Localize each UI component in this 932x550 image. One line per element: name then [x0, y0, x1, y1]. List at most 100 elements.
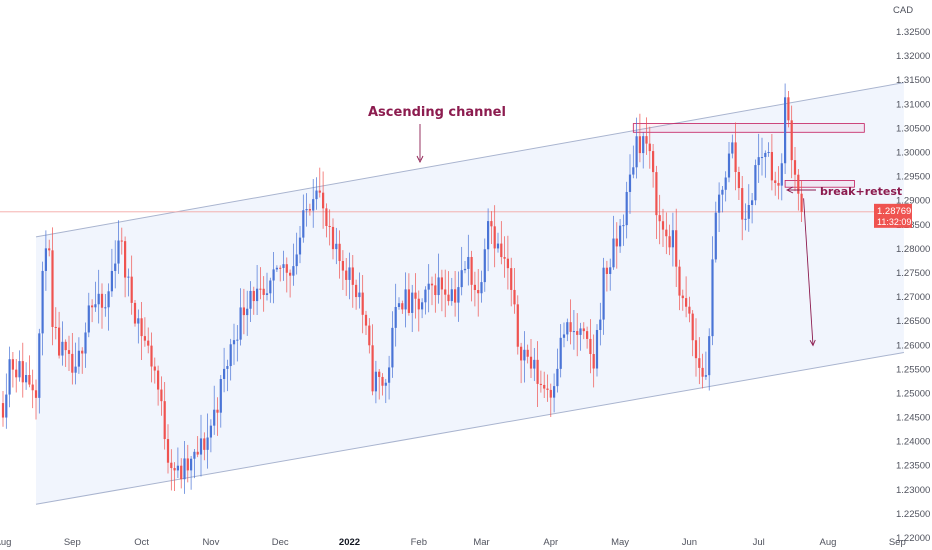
channel-upper-line[interactable] [35, 82, 904, 238]
y-tick-label: 1.24500 [896, 413, 930, 424]
candle-body [777, 182, 780, 186]
candle-body [655, 172, 658, 216]
candle-body [652, 151, 655, 173]
candle-body [341, 261, 344, 271]
candle-body [77, 350, 80, 367]
candle-body [734, 142, 737, 173]
candle-body [51, 250, 54, 327]
candle-body [437, 277, 440, 296]
candle-body [513, 289, 516, 305]
y-tick-label: 1.25500 [896, 364, 930, 375]
candle-body [282, 264, 285, 268]
candle-body [483, 249, 486, 283]
candle-body [516, 304, 519, 347]
candle-body [628, 174, 632, 192]
candle-body [5, 394, 8, 418]
candle-body [503, 257, 506, 259]
candle-body [28, 375, 31, 385]
candle-body [704, 375, 707, 377]
retest-zone[interactable] [784, 180, 855, 188]
candle-body [137, 318, 140, 324]
candle-body [196, 451, 199, 455]
candle-body [209, 425, 212, 438]
candle-body [688, 306, 691, 314]
candle-body [1, 403, 5, 418]
candle-body [163, 401, 166, 440]
candle-body [592, 354, 595, 369]
y-tick-label: 1.32000 [896, 51, 930, 62]
candle-body [239, 307, 242, 340]
candle-body [665, 229, 668, 237]
candle-body [252, 290, 255, 302]
x-tick-label: Dec [272, 537, 289, 548]
candle-body [741, 188, 744, 220]
candle-body [619, 225, 622, 247]
candle-body [226, 366, 229, 369]
candle-body [391, 327, 394, 368]
time-axis[interactable]: Aug Sep Oct Nov Dec 2022 Feb Mar Apr May Jun Jul Aug… [0, 537, 906, 548]
candle-body [467, 256, 470, 269]
y-tick-label: 1.28500 [896, 220, 930, 231]
candle-body [642, 136, 645, 154]
price-zones [632, 123, 865, 188]
candle-body [731, 142, 734, 154]
candle-body [388, 367, 391, 383]
candle-body [166, 439, 170, 463]
candle-body [394, 306, 397, 328]
candle-body [44, 248, 47, 271]
candle-body [632, 167, 635, 175]
candle-body [477, 290, 480, 294]
candle-body [328, 225, 331, 227]
x-tick-label: Feb [411, 537, 427, 548]
candle-body [457, 287, 460, 303]
candle-body [526, 349, 529, 357]
candle-body [81, 350, 84, 354]
candle-body [180, 465, 183, 480]
candle-body [315, 190, 318, 200]
candle-body [800, 193, 803, 212]
candle-body [721, 189, 724, 195]
candle-body [566, 322, 569, 335]
candle-body [232, 340, 236, 345]
y-tick-label: 1.22500 [896, 509, 930, 520]
candle-body [727, 153, 731, 178]
candle-body [424, 289, 427, 303]
candle-countdown: 11:32:09 [877, 217, 911, 227]
candle-body [790, 120, 793, 161]
candle-body [358, 292, 361, 298]
candle-body [510, 268, 513, 290]
projection-arrow-line [803, 198, 814, 346]
candle-body [331, 226, 335, 250]
candle-body [41, 270, 44, 334]
candle-body [602, 267, 605, 320]
candle-body [31, 384, 34, 391]
x-tick-label: Jun [682, 537, 697, 548]
price-axis[interactable]: CAD 1.32500 1.32000 1.31500 1.31000 1.30500 1… [893, 5, 930, 544]
candle-body [675, 230, 678, 267]
candle-body [506, 258, 509, 269]
candle-body [609, 267, 612, 274]
candle-body [784, 97, 787, 164]
y-tick-label: 1.30500 [896, 123, 930, 134]
candle-body [480, 282, 483, 294]
y-tick-label: 1.22000 [896, 533, 930, 544]
candle-body [256, 288, 259, 302]
currency-label: CAD [893, 5, 913, 16]
candle-body [67, 350, 71, 354]
candle-body [615, 238, 618, 247]
candle-body [645, 136, 648, 144]
candle-body [681, 295, 684, 299]
resistance-zone[interactable] [632, 123, 865, 133]
channel-label: Ascending channel [368, 105, 506, 120]
candle-body [381, 376, 384, 386]
candle-body [275, 267, 278, 270]
candle-body [460, 270, 463, 288]
candle-body [774, 180, 777, 183]
candle-body [487, 221, 490, 250]
candle-body [546, 388, 549, 390]
x-tick-label: Nov [202, 537, 219, 548]
candle-body [463, 268, 467, 271]
candle-body [74, 366, 77, 373]
